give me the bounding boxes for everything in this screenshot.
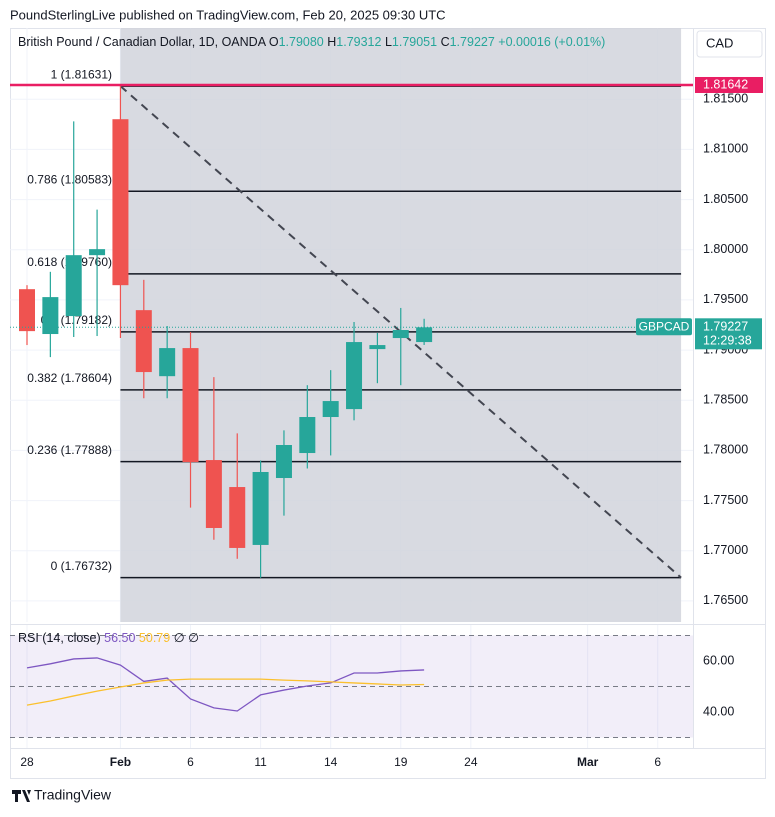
- candle-body: [112, 119, 129, 286]
- ohlc-key: C: [441, 35, 450, 49]
- fib-label: 0.5 (1.79182): [41, 313, 112, 327]
- price-line-tag: [695, 76, 763, 93]
- rsi-line: [26, 657, 425, 712]
- trend-line: [119, 85, 682, 579]
- rsi-title: RSI (14, close): [18, 631, 101, 645]
- candle-body: [392, 330, 409, 339]
- header-title: PoundSterlingLive published on TradingVi…: [10, 7, 446, 22]
- rsi-extra: ∅: [174, 631, 185, 645]
- x-tick-label: 6: [187, 755, 194, 769]
- price-line-label: 1.81642: [703, 77, 748, 91]
- candle-body: [322, 401, 339, 418]
- fib-label: 0.382 (1.78604): [27, 371, 112, 385]
- symbol-label: GBPCAD: [639, 319, 690, 333]
- ohlc-key: O: [269, 35, 279, 49]
- candle-body: [299, 417, 316, 454]
- fib-label: 0.236 (1.77888): [27, 443, 112, 457]
- candle-body: [346, 342, 363, 410]
- x-tick-label: 24: [464, 755, 478, 769]
- currency-button[interactable]: [696, 30, 763, 58]
- change-value: +0.00016 (+0.01%): [498, 35, 605, 49]
- y-tick-label: 1.81500: [703, 92, 748, 106]
- ohlc-key: H: [327, 35, 336, 49]
- rsi-value: 56.50: [104, 631, 135, 645]
- symbol-tag: [636, 318, 692, 336]
- x-tick-label: 14: [324, 755, 338, 769]
- currency-label: CAD: [706, 35, 733, 50]
- countdown-label: 12:29:38: [703, 334, 752, 348]
- y-tick-label: 1.77500: [703, 493, 748, 507]
- x-tick-label: 19: [394, 755, 408, 769]
- ohlc-value: 1.79051: [392, 35, 437, 49]
- candle-body: [159, 348, 176, 377]
- y-tick-label: 1.80000: [703, 242, 748, 256]
- plot-layer: 28 Feb 6 11 14 19 24 Mar 6 1.76500 1.77000 1.77500 1…: [10, 28, 763, 769]
- legend: British Pound / Canadian Dollar, 1D, OAN…: [18, 35, 605, 49]
- footer-logo: TradingView: [12, 787, 112, 803]
- x-tick-label: 6: [654, 755, 661, 769]
- last-price-tag: [695, 318, 762, 350]
- y-tick-label: 1.76500: [703, 593, 748, 607]
- y-tick-label: 1.77000: [703, 543, 748, 557]
- y-tick-label: 1.78000: [703, 443, 748, 457]
- rsi-tick-label: 60.00: [703, 653, 734, 667]
- candle-body: [89, 249, 106, 256]
- rsi-line: [26, 678, 425, 706]
- x-tick-label: 28: [20, 755, 34, 769]
- candle-body: [252, 471, 269, 545]
- ohlc-value: 1.79080: [279, 35, 324, 49]
- legend-title: British Pound / Canadian Dollar, 1D, OAN…: [18, 35, 267, 49]
- rsi-legend: RSI (14, close) 56.50 50.79 ∅ ∅: [18, 631, 199, 645]
- candle-body: [229, 487, 246, 548]
- candle-body: [182, 348, 199, 463]
- x-tick-label: Feb: [110, 755, 131, 769]
- candle-body: [135, 310, 152, 373]
- rsi-value: 50.79: [139, 631, 170, 645]
- last-price-label: 1.79227: [703, 320, 748, 334]
- ohlc-key: L: [385, 35, 392, 49]
- y-tick-label: 1.80500: [703, 192, 748, 206]
- candle-body: [275, 445, 292, 479]
- candle-body: [42, 297, 59, 335]
- ohlc-value: 1.79312: [336, 35, 381, 49]
- fib-label: 1 (1.81631): [51, 67, 112, 81]
- y-tick-label: 1.81000: [703, 142, 748, 156]
- ohlc-value: 1.79227: [450, 35, 495, 49]
- candle-body: [205, 460, 222, 528]
- y-tick-label: 1.79500: [703, 292, 748, 306]
- footer-brand: TradingView: [34, 787, 112, 803]
- candle-body: [19, 289, 35, 332]
- logo-icon: [12, 790, 31, 802]
- x-tick-label: 11: [254, 755, 267, 769]
- y-tick-label: 1.78500: [703, 393, 748, 407]
- rsi-extra: ∅: [188, 631, 199, 645]
- candle-body: [65, 255, 82, 317]
- candle-body: [416, 327, 433, 343]
- fib-label: 0 (1.76732): [51, 559, 112, 573]
- candle-body: [369, 345, 386, 350]
- fib-label: 0.786 (1.80583): [27, 172, 112, 186]
- x-tick-label: Mar: [577, 755, 599, 769]
- rsi-tick-label: 40.00: [703, 704, 734, 718]
